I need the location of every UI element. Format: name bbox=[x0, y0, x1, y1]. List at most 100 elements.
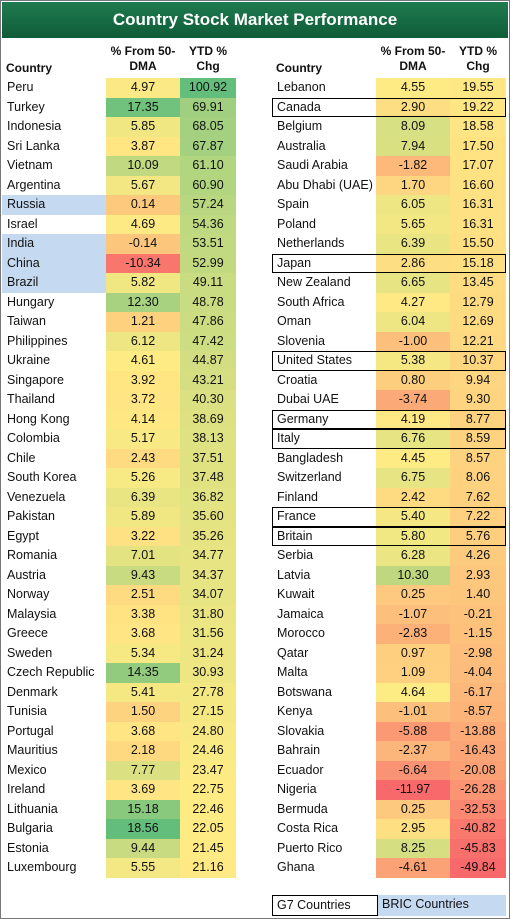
country-name: Kenya bbox=[277, 704, 313, 718]
ytd-value: 5.76 bbox=[450, 526, 506, 546]
ytd-value: 22.05 bbox=[180, 819, 236, 839]
dma-value: 3.22 bbox=[106, 526, 180, 546]
country-name: Thailand bbox=[7, 392, 55, 406]
dma-value: 5.17 bbox=[106, 429, 180, 449]
ytd-value: 34.77 bbox=[180, 546, 236, 566]
ytd-value: 53.51 bbox=[180, 234, 236, 254]
right-row-united-states: United States 5.38 10.37 bbox=[272, 351, 506, 371]
ytd-value: 37.51 bbox=[180, 448, 236, 468]
ytd-value: 60.90 bbox=[180, 175, 236, 195]
right-row-bangladesh: Bangladesh 4.45 8.57 bbox=[272, 448, 506, 468]
dma-value: 5.80 bbox=[376, 526, 450, 546]
country-name: Venezuela bbox=[7, 489, 66, 504]
ytd-value: -26.28 bbox=[450, 780, 506, 800]
country-name: Germany bbox=[277, 411, 329, 426]
ytd-value: -16.43 bbox=[450, 741, 506, 761]
country-name: Ecuador bbox=[277, 762, 324, 777]
dma-value: 5.65 bbox=[376, 214, 450, 234]
dma-value: 0.25 bbox=[376, 799, 450, 819]
country-name: Luxembourg bbox=[7, 860, 77, 874]
right-row-lebanon: Lebanon 4.55 19.55 bbox=[272, 78, 506, 98]
right-row-costa-rica: Costa Rica 2.95 -40.82 bbox=[272, 819, 506, 839]
left-row-lithuania: Lithuania 15.18 22.46 bbox=[2, 799, 236, 819]
dma-value: 1.09 bbox=[376, 663, 450, 683]
dma-value: -5.88 bbox=[376, 721, 450, 741]
dma-value: 5.82 bbox=[106, 273, 180, 293]
left-row-argentina: Argentina 5.67 60.90 bbox=[2, 175, 236, 195]
ytd-value: 37.48 bbox=[180, 468, 236, 488]
ytd-value: 40.30 bbox=[180, 390, 236, 410]
legend-g7: G7 Countries bbox=[272, 895, 378, 916]
country-name: Lithuania bbox=[7, 801, 58, 816]
dma-value: 6.75 bbox=[376, 468, 450, 488]
country-name: Switzerland bbox=[277, 470, 342, 484]
left-row-chile: Chile 2.43 37.51 bbox=[2, 448, 236, 468]
country-name: Egypt bbox=[7, 528, 39, 543]
country-name: Mauritius bbox=[7, 743, 58, 757]
ytd-value: 2.93 bbox=[450, 565, 506, 585]
ytd-value: 24.46 bbox=[180, 741, 236, 761]
right-row-botswana: Botswana 4.64 -6.17 bbox=[272, 682, 506, 702]
dma-value: -11.97 bbox=[376, 780, 450, 800]
right-header-dma: % From 50- DMA bbox=[376, 44, 450, 74]
ytd-value: 24.80 bbox=[180, 721, 236, 741]
dma-value: 14.35 bbox=[106, 663, 180, 683]
country-name: Italy bbox=[277, 431, 300, 445]
ytd-value: 12.79 bbox=[450, 292, 506, 312]
dma-value: 4.97 bbox=[106, 78, 180, 98]
right-header-dma-line2: DMA bbox=[399, 59, 427, 73]
dma-value: 7.94 bbox=[376, 136, 450, 156]
ytd-value: 38.13 bbox=[180, 429, 236, 449]
ytd-value: -20.08 bbox=[450, 760, 506, 780]
dma-value: 7.01 bbox=[106, 546, 180, 566]
ytd-value: 9.94 bbox=[450, 370, 506, 390]
country-name: Hong Kong bbox=[7, 411, 70, 426]
dma-value: -1.00 bbox=[376, 331, 450, 351]
dma-value: -2.37 bbox=[376, 741, 450, 761]
ytd-value: 54.36 bbox=[180, 214, 236, 234]
right-row-germany: Germany 4.19 8.77 bbox=[272, 409, 506, 429]
country-name: Oman bbox=[277, 314, 312, 328]
right-row-switzerland: Switzerland 6.75 8.06 bbox=[272, 468, 506, 488]
right-header-ytd-line2: Chg bbox=[466, 59, 490, 73]
ytd-value: -0.21 bbox=[450, 604, 506, 624]
dma-value: 1.21 bbox=[106, 312, 180, 332]
left-row-malaysia: Malaysia 3.38 31.80 bbox=[2, 604, 236, 624]
dma-value: 5.40 bbox=[376, 507, 450, 527]
ytd-value: -49.84 bbox=[450, 858, 506, 878]
dma-value: 5.85 bbox=[106, 117, 180, 137]
country-name: Norway bbox=[7, 587, 50, 601]
country-name: Czech Republic bbox=[7, 665, 95, 679]
right-row-ecuador: Ecuador -6.64 -20.08 bbox=[272, 760, 506, 780]
ytd-value: 1.40 bbox=[450, 585, 506, 605]
right-row-morocco: Morocco -2.83 -1.15 bbox=[272, 624, 506, 644]
country-name: China bbox=[2, 253, 106, 273]
dma-value: 3.68 bbox=[106, 624, 180, 644]
ytd-value: 23.47 bbox=[180, 760, 236, 780]
left-table: Peru 4.97 100.92 Turkey 17.35 69.91 Indonesia 5… bbox=[2, 78, 236, 878]
ytd-value: 27.78 bbox=[180, 682, 236, 702]
ytd-value: 68.05 bbox=[180, 117, 236, 137]
ytd-value: -13.88 bbox=[450, 721, 506, 741]
dma-value: 5.26 bbox=[106, 468, 180, 488]
right-row-ghana: Ghana -4.61 -49.84 bbox=[272, 858, 506, 878]
country-name: Sweden bbox=[7, 645, 53, 660]
dma-value: 5.67 bbox=[106, 175, 180, 195]
dma-value: 6.65 bbox=[376, 273, 450, 293]
dma-value: 0.97 bbox=[376, 643, 450, 663]
country-name: New Zealand bbox=[277, 275, 351, 289]
ytd-value: 19.55 bbox=[450, 78, 506, 98]
country-name: Morocco bbox=[277, 626, 325, 640]
country-name: Australia bbox=[277, 138, 326, 153]
left-row-south-korea: South Korea 5.26 37.48 bbox=[2, 468, 236, 488]
dma-value: 1.70 bbox=[376, 175, 450, 195]
country-name: Serbia bbox=[277, 548, 314, 562]
country-name: Dubai UAE bbox=[277, 392, 339, 406]
country-name: Ghana bbox=[277, 860, 315, 874]
right-row-qatar: Qatar 0.97 -2.98 bbox=[272, 643, 506, 663]
country-name: Taiwan bbox=[7, 314, 46, 328]
right-row-slovakia: Slovakia -5.88 -13.88 bbox=[272, 721, 506, 741]
country-name: Tunisia bbox=[7, 704, 47, 718]
right-row-britain: Britain 5.80 5.76 bbox=[272, 526, 506, 546]
right-row-slovenia: Slovenia -1.00 12.21 bbox=[272, 331, 506, 351]
